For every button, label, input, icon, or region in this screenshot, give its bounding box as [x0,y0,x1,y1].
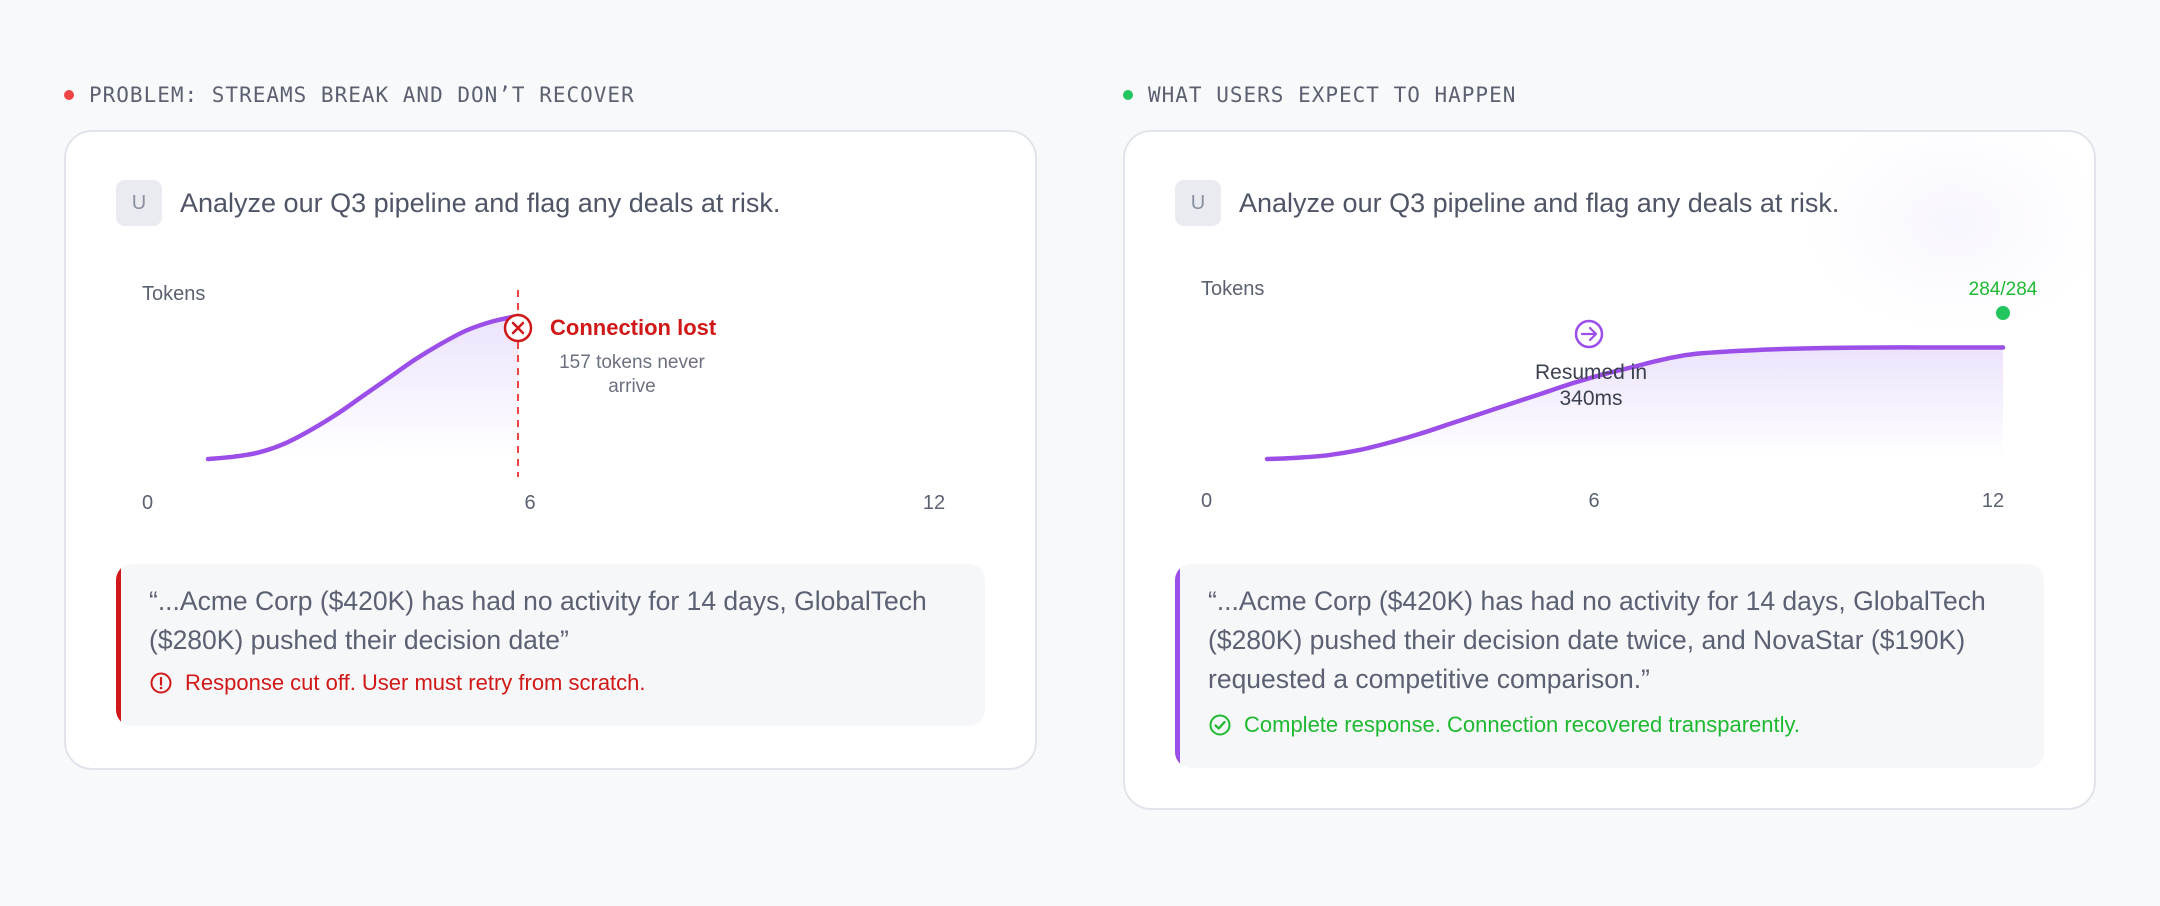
check-circle-icon [1209,714,1231,736]
resume-label-line2: 340ms [1559,387,1622,410]
x-tick-12: 12 [923,492,945,514]
response-quote: “...Acme Corp ($420K) has had no activit… [149,586,927,655]
tokens-lost-line1: 157 tokens never [559,352,705,373]
arrow-right-circle-icon [1574,319,1604,349]
green-dot-icon [1123,90,1133,100]
expected-heading: WHAT USERS EXPECT TO HAPPEN [1123,82,2096,108]
avatar: U [1175,180,1221,226]
x-tick-0: 0 [1201,490,1212,512]
y-axis-label: Tokens [1201,278,1264,300]
token-chart-problem: Tokens Connection lost 157 tokens never … [142,283,945,514]
avatar: U [116,180,162,226]
prompt-text: Analyze our Q3 pipeline and flag any dea… [1239,187,1840,218]
token-line [1264,345,2006,462]
expected-heading-text: WHAT USERS EXPECT TO HAPPEN [1148,83,1517,107]
token-line [205,313,521,462]
resume-label-line1: Resumed in [1535,361,1647,384]
tokens-lost-line2: arrive [608,376,656,397]
problem-heading: PROBLEM: STREAMS BREAK AND DON’T RECOVER [64,82,1037,108]
glow-decoration [1804,132,2094,332]
expected-panel: WHAT USERS EXPECT TO HAPPEN U Analyze ou… [1123,82,2096,810]
accent-bar [116,564,121,726]
user-prompt: U Analyze our Q3 pipeline and flag any d… [116,180,780,226]
expected-card: U Analyze our Q3 pipeline and flag any d… [1123,130,2096,810]
x-tick-0: 0 [142,492,153,514]
alert-circle-icon [150,672,172,694]
problem-card: U Analyze our Q3 pipeline and flag any d… [64,130,1037,770]
end-point-marker [1996,306,2010,320]
area-fill [1267,347,2003,459]
problem-heading-text: PROBLEM: STREAMS BREAK AND DON’T RECOVER [89,83,635,107]
y-axis-label: Tokens [142,283,205,305]
accent-bar [1175,564,1180,768]
area-fill [208,315,518,459]
user-prompt: U Analyze our Q3 pipeline and flag any d… [1175,180,1839,226]
status-text: Response cut off. User must retry from s… [185,670,646,695]
prompt-text: Analyze our Q3 pipeline and flag any dea… [180,187,781,218]
x-tick-6: 6 [1588,490,1599,512]
problem-panel: PROBLEM: STREAMS BREAK AND DON’T RECOVER… [64,82,1037,770]
red-dot-icon [64,90,74,100]
partial-response-box: “...Acme Corp ($420K) has had no activit… [116,564,985,726]
token-chart-expected: Tokens 284/284 Resumed in 340ms 0 6 12 [1201,278,2038,512]
x-circle-icon [503,313,533,343]
x-tick-6: 6 [524,492,535,514]
response-quote: “...Acme Corp ($420K) has had no activit… [1208,586,1986,694]
token-count-label: 284/284 [1969,279,2038,300]
x-tick-12: 12 [1982,490,2004,512]
status-line: Response cut off. User must retry from s… [149,670,646,696]
connection-lost-label: Connection lost [550,315,717,340]
complete-response-box: “...Acme Corp ($420K) has had no activit… [1175,564,2044,768]
status-text: Complete response. Connection recovered … [1244,712,1801,737]
status-line: Complete response. Connection recovered … [1208,712,1800,738]
